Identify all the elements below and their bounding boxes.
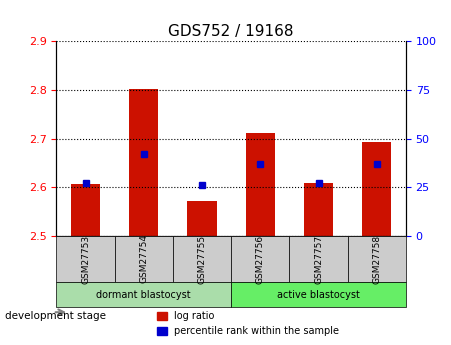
Text: GSM27753: GSM27753 [81,234,90,284]
Bar [362,142,391,236]
Text: dormant blastocyst: dormant blastocyst [97,289,191,299]
FancyBboxPatch shape [115,236,173,282]
Bar [188,201,216,236]
FancyBboxPatch shape [348,236,406,282]
FancyBboxPatch shape [231,282,406,307]
FancyBboxPatch shape [173,236,231,282]
Text: GSM27756: GSM27756 [256,234,265,284]
FancyBboxPatch shape [290,236,348,282]
Text: active blastocyst: active blastocyst [277,289,360,299]
FancyBboxPatch shape [231,236,290,282]
Bar [71,184,100,236]
Bar [129,89,158,236]
Legend: log ratio, percentile rank within the sample: log ratio, percentile rank within the sa… [153,307,343,340]
FancyBboxPatch shape [56,282,231,307]
Text: development stage: development stage [5,311,106,321]
Text: GSM27755: GSM27755 [198,234,207,284]
Text: GSM27754: GSM27754 [139,235,148,284]
Title: GDS752 / 19168: GDS752 / 19168 [168,24,294,39]
Text: GSM27757: GSM27757 [314,234,323,284]
Text: GSM27758: GSM27758 [372,234,381,284]
FancyBboxPatch shape [56,236,115,282]
Bar [246,133,275,236]
Bar [304,183,333,236]
